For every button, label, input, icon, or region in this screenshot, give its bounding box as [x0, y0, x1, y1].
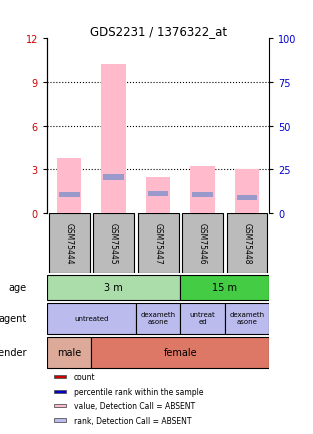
Bar	[138, 214, 178, 274]
Text: gender: gender	[0, 347, 27, 357]
Text: value, Detection Call = ABSENT: value, Detection Call = ABSENT	[74, 401, 195, 410]
Bar	[49, 214, 90, 274]
Text: untreated: untreated	[74, 315, 109, 321]
Bar	[180, 275, 269, 301]
Text: agent: agent	[0, 313, 27, 323]
Text: dexameth
asone: dexameth asone	[141, 312, 176, 325]
Bar	[54, 390, 66, 393]
Text: GSM75448: GSM75448	[243, 223, 251, 264]
Bar	[225, 303, 269, 335]
Text: male: male	[57, 347, 81, 357]
Bar	[47, 303, 136, 335]
Text: count: count	[74, 372, 95, 381]
Bar	[101, 65, 126, 214]
Text: GSM75445: GSM75445	[109, 223, 118, 264]
Text: GSM75444: GSM75444	[65, 223, 74, 264]
Bar	[136, 303, 180, 335]
Text: dexameth
asone: dexameth asone	[229, 312, 264, 325]
Text: GSM75447: GSM75447	[154, 223, 162, 264]
Bar	[59, 193, 80, 197]
Bar	[148, 191, 168, 196]
Bar	[237, 195, 257, 201]
Bar	[235, 170, 259, 214]
Text: rank, Detection Call = ABSENT: rank, Detection Call = ABSENT	[74, 416, 191, 424]
Bar	[103, 175, 124, 180]
Title: GDS2231 / 1376322_at: GDS2231 / 1376322_at	[90, 25, 227, 38]
Bar	[190, 167, 215, 214]
Text: 15 m: 15 m	[212, 282, 237, 292]
Bar	[47, 275, 180, 301]
Bar	[57, 158, 81, 214]
Bar	[54, 375, 66, 378]
Bar	[227, 214, 267, 274]
Text: 3 m: 3 m	[104, 282, 123, 292]
Bar	[47, 337, 91, 368]
Bar	[54, 418, 66, 422]
Bar	[192, 193, 213, 197]
Text: untreat
ed: untreat ed	[190, 312, 215, 325]
Bar	[91, 337, 269, 368]
Text: percentile rank within the sample: percentile rank within the sample	[74, 387, 203, 396]
Bar	[146, 177, 170, 214]
Text: age: age	[9, 282, 27, 292]
Bar	[54, 404, 66, 407]
Bar	[180, 303, 225, 335]
Text: female: female	[163, 347, 197, 357]
Bar	[93, 214, 134, 274]
Bar	[182, 214, 223, 274]
Text: GSM75446: GSM75446	[198, 223, 207, 264]
